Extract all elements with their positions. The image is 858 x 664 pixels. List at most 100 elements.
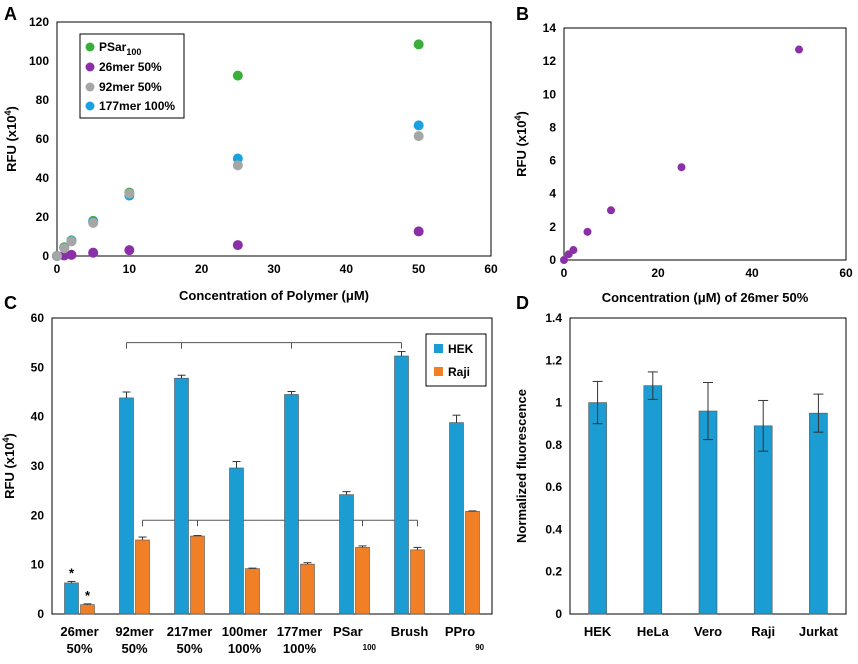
category-label: Brush (391, 624, 429, 639)
panel-label-a: A (4, 4, 17, 24)
x-tick-label: 60 (484, 262, 498, 276)
bar-hela (643, 385, 663, 615)
category-label: PPro90 (445, 624, 485, 652)
panel-b-scatter: 0 2 4 6 8 10 12 14 0 20 40 60 Concentration (μM) o… (513, 21, 853, 305)
y-tick-label: 30 (31, 459, 45, 473)
panel-b-y-axis-label: RFU (x104) (513, 111, 529, 177)
bar-hek (174, 377, 189, 615)
category-label: 217mer (167, 624, 213, 639)
y-tick-label: 1.4 (545, 311, 562, 325)
data-point-92mer-50- (124, 188, 135, 199)
y-tick-label: 0 (37, 607, 44, 621)
bar-hek (449, 422, 464, 615)
y-tick-label: 100 (29, 54, 49, 68)
panel-b-plot-frame (563, 27, 847, 261)
category-label-line2: 50% (121, 641, 147, 656)
bar-raji (80, 604, 95, 615)
y-tick-label: 60 (36, 132, 50, 146)
y-tick-label: 14 (543, 21, 557, 35)
category-label-line2: 100% (283, 641, 317, 656)
y-tick-label: 6 (549, 154, 556, 168)
bar-raji (190, 535, 205, 615)
panel-c-category-labels: 26mer 50% 92mer 50% 217mer 50% 100mer 100% 177me… (60, 624, 484, 656)
category-label: HEK (584, 624, 612, 639)
legend-swatch-raji (434, 367, 443, 376)
panel-label-d: D (516, 293, 529, 313)
bar-hek (229, 467, 244, 615)
data-point-26mer-50- (583, 227, 592, 236)
bar-raji (410, 549, 425, 615)
category-label: PSar100 (333, 624, 377, 652)
data-point-26mer-50- (66, 249, 77, 260)
y-tick-label: 20 (36, 210, 50, 224)
y-tick-label: 40 (31, 410, 45, 424)
y-tick-label: 10 (543, 87, 557, 101)
y-tick-label: 4 (549, 187, 556, 201)
bar-hek (588, 402, 607, 615)
panel-d-y-axis-label: Normalized fluorescence (514, 389, 529, 543)
data-point-92mer-50- (52, 251, 62, 261)
category-label-line2: 50% (66, 641, 92, 656)
category-label: HeLa (637, 624, 670, 639)
x-tick-label: 10 (123, 262, 137, 276)
x-tick-label: 20 (651, 266, 665, 280)
data-point-26mer-50- (232, 240, 243, 251)
panel-a-y-axis-label: RFU (x104) (3, 106, 19, 172)
panel-d-bar-chart: 0 0.2 0.4 0.6 0.8 1 1.2 1.4 HEK HeLa Vero Raji Jurk… (514, 311, 847, 639)
legend-label-raji: Raji (448, 365, 470, 379)
data-point-92mer-50- (88, 217, 99, 228)
x-tick-label: 0 (54, 262, 61, 276)
panel-c-legend-box (425, 333, 487, 387)
panel-a-points (52, 39, 424, 261)
bar-vero (698, 410, 718, 615)
panel-d-y-ticks: 0 0.2 0.4 0.6 0.8 1 1.2 1.4 (545, 311, 562, 621)
panel-a-scatter: 0 20 40 60 80 100 120 0 10 20 30 40 50 60 Concentrat… (3, 15, 498, 303)
x-tick-label: 50 (412, 262, 426, 276)
panel-d-bars (588, 371, 828, 615)
data-point-26mer-50- (413, 226, 424, 237)
y-tick-label: 50 (31, 360, 45, 374)
panel-a-x-ticks: 0 10 20 30 40 50 60 (54, 262, 498, 276)
y-tick-label: 60 (31, 311, 45, 325)
panel-c-significance-brackets (126, 342, 418, 527)
y-tick-label: 0 (549, 253, 556, 267)
bar-hek (394, 355, 409, 615)
data-point-26mer-50- (560, 256, 568, 264)
y-tick-label: 12 (543, 54, 557, 68)
x-tick-label: 40 (745, 266, 759, 280)
y-tick-label: 80 (36, 93, 50, 107)
y-tick-label: 8 (549, 120, 556, 134)
y-tick-label: 120 (29, 15, 49, 29)
x-tick-label: 40 (340, 262, 354, 276)
y-tick-label: 0 (42, 249, 49, 263)
legend-label-hek: HEK (448, 342, 474, 356)
bar-raji (300, 563, 315, 615)
category-label-line2: 100% (228, 641, 262, 656)
category-label: 100mer (222, 624, 268, 639)
panel-c-significance-star: * (69, 565, 75, 580)
data-point-92mer-50- (59, 243, 70, 254)
data-point-26mer-50- (677, 163, 686, 172)
bar-hek (64, 582, 79, 615)
panel-b-x-axis-label: Concentration (μM) of 26mer 50% (602, 290, 809, 305)
data-point-psar (232, 70, 243, 81)
panel-a-x-axis-label: Concentration of Polymer (μM) (179, 288, 369, 303)
panel-b-y-ticks: 0 2 4 6 8 10 12 14 (543, 21, 557, 267)
legend-marker-177mer (85, 101, 95, 111)
panel-c-legend: HEK Raji (425, 333, 487, 387)
data-point-92mer-50- (413, 131, 424, 142)
bar-raji (245, 568, 260, 615)
panel-c-y-ticks: 0 10 20 30 40 50 60 (31, 311, 45, 621)
y-tick-label: 0.4 (545, 522, 562, 536)
y-tick-label: 1 (555, 396, 562, 410)
panel-c-significance-star: * (85, 588, 91, 603)
bar-hek (119, 397, 134, 615)
data-point-92mer-50- (66, 236, 77, 247)
legend-swatch-hek (434, 344, 443, 353)
data-point-26mer-50- (607, 206, 615, 215)
category-label: Raji (751, 624, 775, 639)
legend-label-26mer: 26mer 50% (99, 60, 162, 74)
x-tick-label: 60 (839, 266, 853, 280)
category-label: 177mer (277, 624, 323, 639)
